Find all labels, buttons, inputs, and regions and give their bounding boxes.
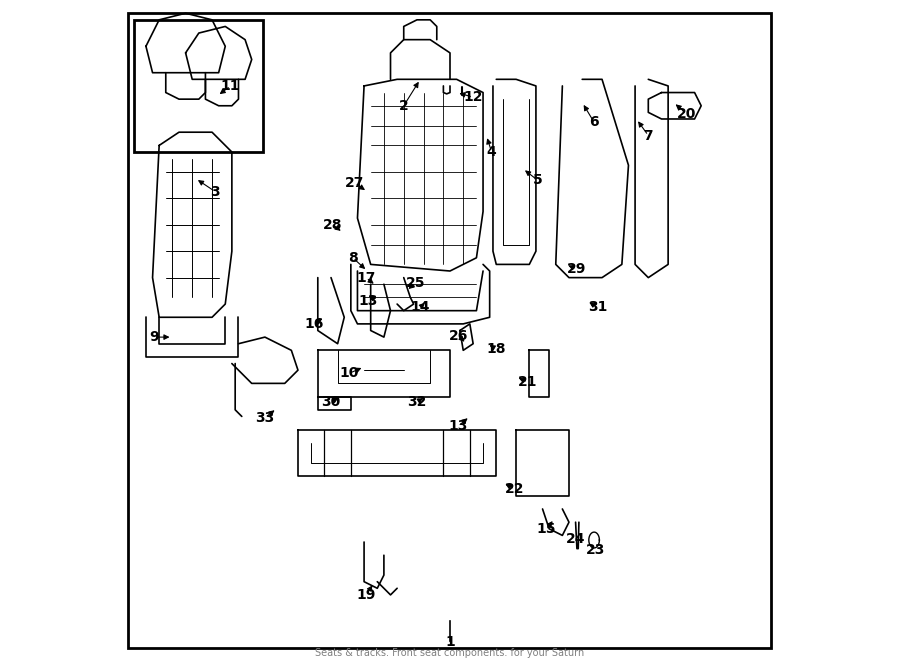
Text: 7: 7 [644,128,653,143]
Text: 31: 31 [588,300,608,315]
Text: 30: 30 [321,395,340,409]
Text: 5: 5 [533,173,543,188]
Text: 33: 33 [256,410,274,425]
Text: 4: 4 [487,145,497,159]
Text: 17: 17 [356,270,375,285]
Text: 11: 11 [220,79,240,93]
Text: 32: 32 [408,395,427,409]
Text: 26: 26 [449,329,468,343]
Text: 1: 1 [446,635,454,650]
Text: 22: 22 [505,482,525,496]
Text: 9: 9 [149,330,158,344]
Text: 23: 23 [586,543,605,557]
Text: 18: 18 [487,342,506,356]
Text: 13: 13 [358,293,378,308]
Text: 8: 8 [348,251,357,265]
Text: 29: 29 [567,262,587,276]
Text: 21: 21 [518,375,537,389]
Text: 2: 2 [399,98,409,113]
Text: 24: 24 [566,531,585,546]
Text: 12: 12 [464,90,483,104]
Text: Seats & tracks. Front seat components. for your Saturn: Seats & tracks. Front seat components. f… [315,648,585,658]
Text: 13: 13 [448,419,468,434]
Text: 25: 25 [406,276,426,290]
Text: 16: 16 [305,317,324,331]
Text: 15: 15 [536,522,556,536]
Text: 10: 10 [339,366,358,381]
Text: 6: 6 [590,115,598,130]
Text: 20: 20 [677,106,697,121]
Text: 3: 3 [211,184,220,199]
Text: 19: 19 [356,588,375,602]
Text: 27: 27 [345,176,364,190]
Text: 28: 28 [323,217,343,232]
Bar [134,20,263,152]
Text: 14: 14 [410,300,430,315]
